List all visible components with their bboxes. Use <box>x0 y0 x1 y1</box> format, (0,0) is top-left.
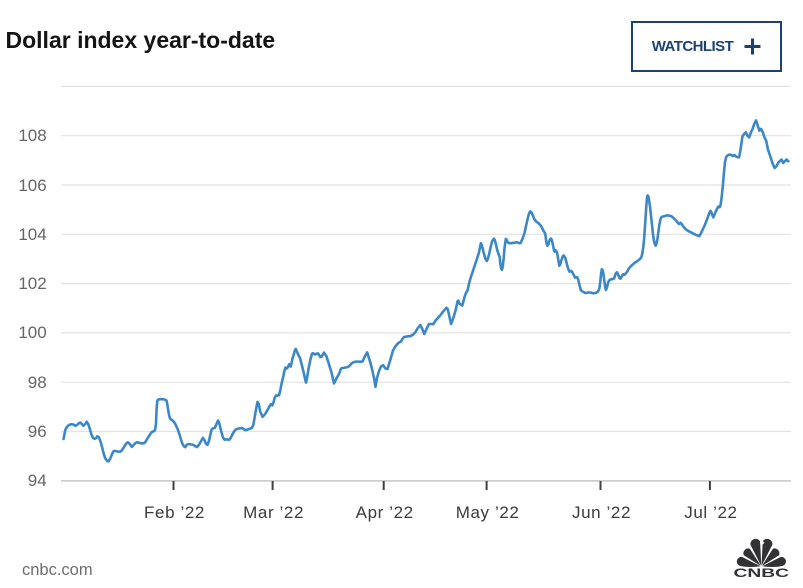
svg-text:CNBC: CNBC <box>734 566 790 580</box>
